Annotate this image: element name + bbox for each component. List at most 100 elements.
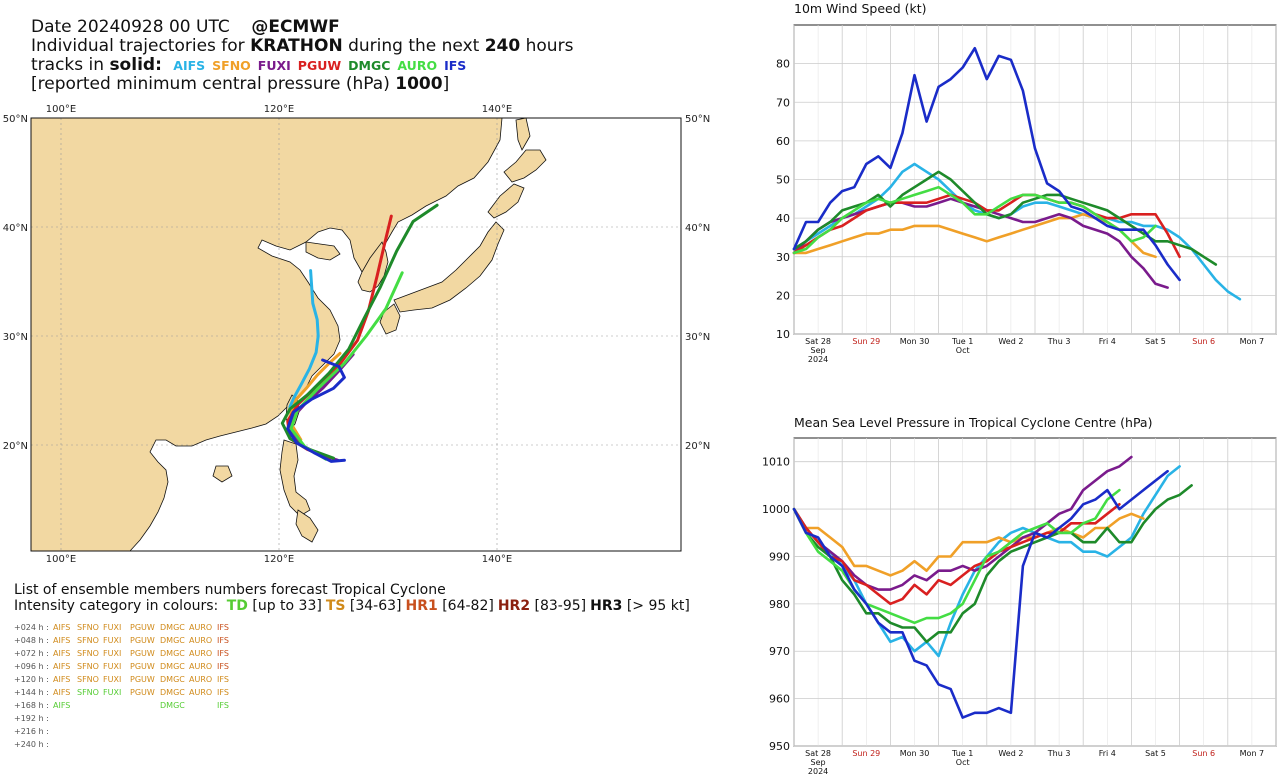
lead-time: +120 h :	[14, 675, 49, 684]
header-line-1: Date 20240928 00 UTC @ECMWF	[31, 18, 340, 37]
track-lines	[280, 203, 439, 463]
x-tick-sublabel: 2024	[808, 355, 828, 364]
header-text: ]	[442, 74, 450, 94]
member-row: +024 h : AIFS SFNO FUXI PGUW DMGC AURO IFS	[14, 621, 234, 634]
member-entry: SFNO	[77, 623, 99, 632]
lat-label-right: 20°N	[685, 441, 710, 452]
lat-label-right: 50°N	[685, 114, 710, 125]
member-entry: FUXI	[103, 662, 122, 671]
member-entry: FUXI	[103, 675, 122, 684]
category-range: [34-63]	[345, 598, 402, 614]
member-entry: AIFS	[53, 701, 71, 710]
member-row: +120 h : AIFS SFNO FUXI PGUW DMGC AURO IFS	[14, 673, 234, 686]
member-entry: FUXI	[103, 649, 122, 658]
x-tick-label: Sun 6	[1192, 749, 1215, 758]
member-entry: AIFS	[53, 662, 71, 671]
x-tick-label: Wed 2	[998, 337, 1023, 346]
track-dmgc	[280, 203, 439, 460]
x-tick-label: Fri 4	[1099, 749, 1116, 758]
member-entry: DMGC	[160, 636, 185, 645]
y-tick-label: 1000	[762, 503, 790, 516]
reported-pressure: 1000	[395, 74, 443, 94]
lead-time: +240 h :	[14, 740, 49, 749]
model-legend-dmgc: DMGC	[348, 58, 391, 73]
category-code: TD	[226, 598, 248, 614]
x-tick-label: Sat 5	[1145, 337, 1166, 346]
x-tick-label: Sun 29	[852, 337, 880, 346]
member-entry: PGUW	[130, 649, 155, 658]
wind-chart-title: 10m Wind Speed (kt)	[794, 1, 927, 16]
category-code: TS	[325, 598, 346, 614]
x-tick-label: Mon 30	[900, 749, 930, 758]
member-entry: AIFS	[53, 649, 71, 658]
header-text: hours	[525, 36, 574, 56]
member-entry: AIFS	[53, 623, 71, 632]
header-line-2: Individual trajectories for KRATHON duri…	[31, 37, 573, 56]
colon: :	[155, 55, 162, 75]
member-entry: FUXI	[103, 636, 122, 645]
y-tick-label: 40	[776, 212, 790, 225]
member-entry: FUXI	[103, 623, 122, 632]
lat-label-right: 40°N	[685, 223, 710, 234]
series-line-auro	[792, 185, 1157, 255]
header-text: [reported minimum central pressure (hPa)	[31, 74, 390, 94]
x-tick-label: Sun 29	[852, 749, 880, 758]
map-grid	[31, 118, 681, 551]
x-tick-label: Mon 7	[1240, 337, 1265, 346]
member-entry: DMGC	[160, 688, 185, 697]
member-entry: IFS	[217, 662, 229, 671]
member-entry: IFS	[217, 688, 229, 697]
intensity-prefix: Intensity category in colours:	[14, 598, 219, 614]
lead-time: +048 h :	[14, 636, 49, 645]
member-entry: AURO	[189, 649, 213, 658]
lon-label-top: 140°E	[482, 104, 512, 115]
series-line-pguw	[792, 503, 1121, 606]
model-legend-aifs: AIFS	[173, 58, 206, 73]
x-tick-label: Thu 3	[1047, 337, 1071, 346]
member-entry: DMGC	[160, 701, 185, 710]
lat-label-left: 50°N	[3, 114, 28, 125]
lead-time: +192 h :	[14, 714, 49, 723]
member-entry: PGUW	[130, 636, 155, 645]
member-entry: PGUW	[130, 623, 155, 632]
member-entry: IFS	[217, 675, 229, 684]
lead-time: +072 h :	[14, 649, 49, 658]
category-code: HR2	[497, 598, 531, 614]
member-entry: PGUW	[130, 662, 155, 671]
member-row: +168 h : AIFS DMGC IFS	[14, 699, 234, 712]
x-tick-label: Mon 30	[900, 337, 930, 346]
lead-time: +096 h :	[14, 662, 49, 671]
header-line-4: [reported minimum central pressure (hPa)…	[31, 75, 449, 94]
model-legend-ifs: IFS	[444, 58, 467, 73]
lon-label-bottom: 120°E	[264, 554, 294, 565]
member-row: +192 h :	[14, 712, 234, 725]
y-tick-label: 80	[776, 58, 790, 71]
x-tick-sublabel: 2024	[808, 767, 828, 776]
lon-label-top: 120°E	[264, 104, 294, 115]
ecmwf-credit: @ECMWF	[251, 17, 340, 37]
member-row: +048 h : AIFS SFNO FUXI PGUW DMGC AURO IFS	[14, 634, 234, 647]
member-row: +072 h : AIFS SFNO FUXI PGUW DMGC AURO IFS	[14, 647, 234, 660]
member-entry: DMGC	[160, 649, 185, 658]
member-entry: SFNO	[77, 675, 99, 684]
member-entry: IFS	[217, 701, 229, 710]
header-line-3: tracks in solid: AIFS SFNO FUXI PGUW DMGC AUR…	[31, 56, 466, 75]
member-row: +216 h :	[14, 725, 234, 738]
y-tick-label: 970	[769, 645, 790, 658]
lat-label-left: 30°N	[3, 332, 28, 343]
y-tick-label: 60	[776, 135, 790, 148]
member-entry: SFNO	[77, 688, 99, 697]
header-text: tracks in	[31, 55, 105, 75]
series-line-ifs	[792, 46, 1181, 282]
x-tick-label: Sat 5	[1145, 749, 1166, 758]
intensity-legend: Intensity category in colours: TD [up to…	[14, 598, 690, 615]
member-entry: AIFS	[53, 688, 71, 697]
member-entry: IFS	[217, 649, 229, 658]
series-line-sfno	[792, 507, 1145, 577]
x-tick-sublabel: Sep	[811, 346, 826, 355]
member-entry: FUXI	[103, 688, 122, 697]
category-code: HR1	[405, 598, 438, 614]
y-tick-label: 70	[776, 96, 790, 109]
member-row: +096 h : AIFS SFNO FUXI PGUW DMGC AURO IFS	[14, 660, 234, 673]
